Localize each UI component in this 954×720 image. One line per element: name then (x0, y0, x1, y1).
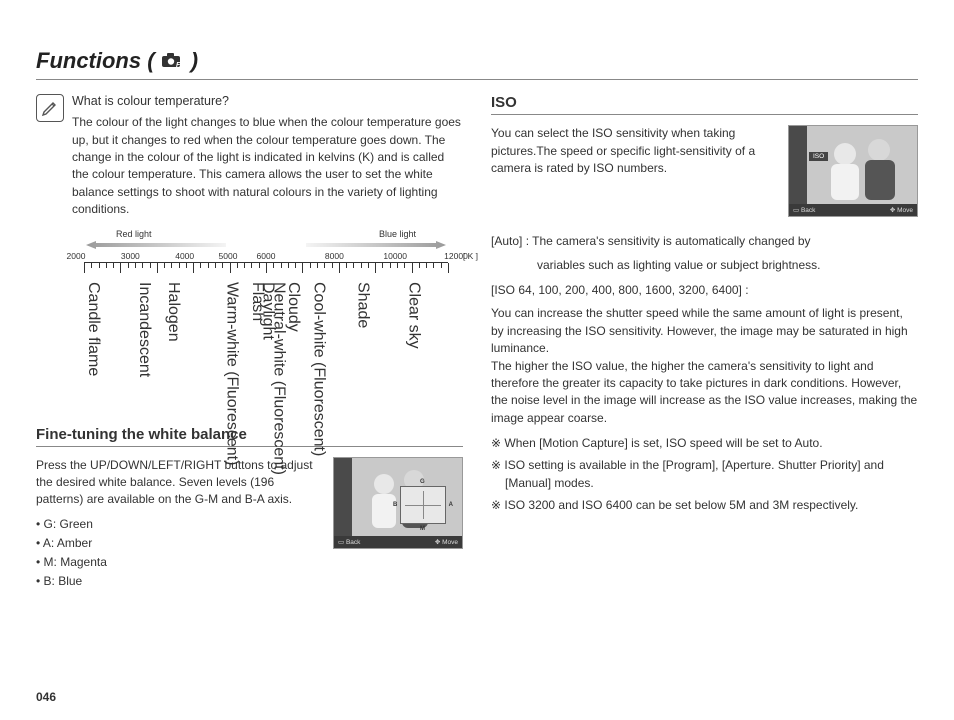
iso-heading: ISO (491, 94, 918, 115)
colour-temp-scale: Red light Blue light 2000300040005000600… (76, 229, 456, 412)
kelvin-ticks: 2000300040005000600080001000012000 (76, 251, 456, 261)
kelvin-tick: 6000 (257, 251, 276, 261)
back-label: ▭ Back (338, 538, 360, 546)
colour-temp-question: What is colour temperature? (72, 94, 463, 108)
kelvin-tick: 3000 (121, 251, 140, 261)
iso-intro: You can select the ISO sensitivity when … (491, 125, 778, 217)
light-source-label: Shade (353, 282, 371, 328)
title-prefix: Functions ( (36, 48, 161, 73)
page-title: Functions ( Fn ) (36, 48, 918, 80)
iso-badge: ISO (809, 152, 828, 161)
kelvin-tick: 5000 (219, 251, 238, 261)
wb-heading: Fine-tuning the white balance (36, 426, 463, 447)
back-label: ▭ Back (793, 206, 815, 214)
light-source-label: Clear sky (404, 282, 422, 349)
kelvin-tick: 10000 (383, 251, 407, 261)
colour-temp-body: The colour of the light changes to blue … (72, 114, 463, 218)
iso-thumbnail: ISO ▭ Back ✥ Move (788, 125, 918, 217)
iso-values-body: You can increase the shutter speed while… (491, 305, 918, 427)
wb-bullet: • M: Magenta (36, 555, 323, 569)
light-source-labels: Candle flameIncandescentHalogenWarm-whit… (84, 282, 448, 412)
note-icon (36, 94, 64, 122)
kelvin-tick: 4000 (175, 251, 194, 261)
blue-light-label: Blue light (379, 229, 416, 239)
red-gradient-arrow (86, 241, 226, 249)
left-column: What is colour temperature? The colour o… (36, 94, 463, 593)
iso-note: ※ When [Motion Capture] is set, ISO spee… (491, 435, 918, 452)
wb-bullet: • A: Amber (36, 536, 323, 550)
title-suffix: ) (185, 48, 198, 73)
move-label: ✥ Move (890, 206, 913, 214)
red-light-label: Red light (116, 229, 152, 239)
right-column: ISO You can select the ISO sensitivity w… (491, 94, 918, 593)
scale-axis (84, 262, 448, 280)
wb-grid-icon: G B A M (400, 486, 446, 524)
kelvin-unit: [ K ] (463, 251, 478, 261)
iso-note: ※ ISO 3200 and ISO 6400 can be set below… (491, 497, 918, 514)
iso-notes: ※ When [Motion Capture] is set, ISO spee… (491, 435, 918, 515)
blue-gradient-arrow (306, 241, 446, 249)
note-box: What is colour temperature? The colour o… (36, 94, 463, 218)
kelvin-tick: 2000 (67, 251, 86, 261)
iso-values-label: [ISO 64, 100, 200, 400, 800, 1600, 3200,… (491, 282, 918, 299)
light-source-label: Halogen (164, 282, 182, 342)
light-source-label: Cool-white (Fluorescent) (310, 282, 328, 456)
people-icon (815, 132, 911, 204)
wb-bullet: • G: Green (36, 517, 323, 531)
wb-thumbnail: G B A M ▭ Back ✥ Move (333, 457, 463, 549)
iso-auto-def: [Auto] : The camera's sensitivity is aut… (491, 233, 918, 250)
iso-auto-def-2: variables such as lighting value or subj… (491, 257, 918, 274)
camera-fn-icon: Fn (161, 49, 185, 75)
wb-bullets: • G: Green • A: Amber • M: Magenta • B: Blu… (36, 517, 323, 588)
svg-text:Fn: Fn (176, 62, 185, 69)
light-source-label: Warm-white (Fluorescent) (222, 282, 240, 465)
light-source-label: Candle flame (84, 282, 102, 376)
light-source-label: Incandescent (135, 282, 153, 377)
kelvin-tick: 8000 (325, 251, 344, 261)
light-source-label: Cloudy (284, 282, 302, 332)
iso-note: ※ ISO setting is available in the [Progr… (491, 457, 918, 492)
wb-bullet: • B: Blue (36, 574, 323, 588)
move-label: ✥ Move (435, 538, 458, 546)
page-number: 046 (36, 690, 56, 704)
